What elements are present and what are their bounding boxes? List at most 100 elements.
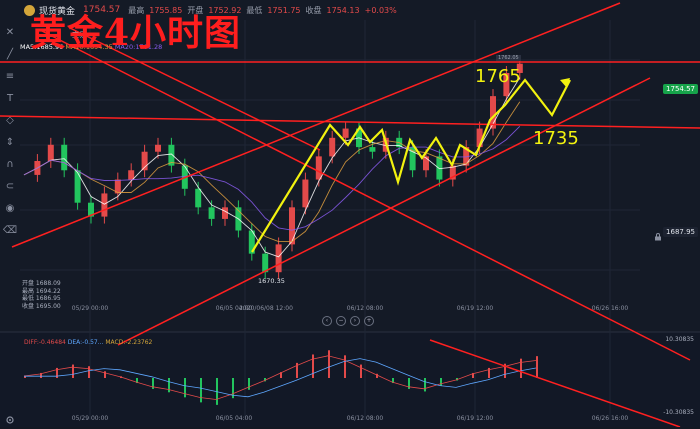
- fib-tool-icon[interactable]: ≡: [5, 71, 15, 82]
- lower-channel-line: [117, 77, 651, 346]
- reset-zoom-button[interactable]: −: [336, 316, 346, 326]
- macd-bar: [264, 378, 266, 382]
- candle-body: [47, 144, 54, 161]
- settings-icon[interactable]: [5, 410, 15, 424]
- macd-bar: [40, 372, 42, 378]
- macd-bar: [152, 378, 154, 389]
- macd-x-axis-label: 06/12 08:00: [347, 415, 384, 422]
- candle-body: [503, 72, 510, 97]
- macd-bar: [184, 378, 186, 398]
- macd-bar: [440, 378, 442, 386]
- candle-body: [208, 207, 215, 219]
- crosshair-tool-icon[interactable]: ✕: [5, 27, 15, 38]
- macd-bar: [56, 367, 58, 378]
- candle-body: [168, 144, 175, 166]
- shapes-tool-icon[interactable]: ◇: [6, 115, 14, 126]
- candle-body: [409, 147, 416, 171]
- macd-bar: [136, 378, 138, 384]
- open-label: 开盘: [187, 5, 204, 15]
- target-1765-label: 1765: [475, 66, 521, 87]
- candle-body: [155, 144, 161, 152]
- zoom-in-button[interactable]: +: [364, 316, 374, 326]
- x-axis-label: 06/12 08:00: [347, 305, 384, 312]
- open-value: 1752.92: [208, 5, 242, 15]
- ma5-line: [23, 77, 521, 258]
- candle-body: [302, 179, 309, 208]
- macd-bar: [472, 372, 474, 378]
- macd-bar: [504, 363, 506, 378]
- candle-body: [369, 147, 376, 152]
- symbol-name[interactable]: 现货黄金: [39, 6, 76, 17]
- candle-body: [128, 170, 135, 180]
- candle-body: [449, 165, 456, 180]
- ohlc-box: 开盘 1688.09 最高 1694.22 最低 1686.95 收盘 1695…: [22, 280, 61, 310]
- text-tool-icon[interactable]: T: [6, 93, 14, 104]
- ohlc-low: 最低 1686.95: [22, 295, 61, 302]
- magnet-tool-icon[interactable]: ∩: [6, 159, 14, 170]
- candle-body: [436, 156, 443, 180]
- last-price: 1754.57: [83, 5, 121, 15]
- candle-body: [315, 156, 322, 180]
- macd-bar: [232, 378, 234, 399]
- drawing-toolbar: ✕ ╱ ≡ T ◇ ⇕ ∩ ⊂ ◉ ⌫: [0, 22, 20, 242]
- macd-bar: [360, 364, 362, 378]
- ma5-label: MA5:1685.96: [20, 43, 64, 51]
- macd-diff-label: DIFF:-0.46484: [24, 339, 66, 346]
- ohlc-close: 收盘 1695.00: [22, 302, 61, 310]
- forecast-zigzag: [251, 78, 571, 253]
- candle-body: [195, 188, 202, 208]
- lock-tool-icon[interactable]: ⊂: [5, 181, 15, 192]
- ma20-line: [23, 125, 521, 231]
- ohlc-open: 开盘 1688.09: [22, 280, 61, 287]
- macd-bar: [168, 378, 170, 393]
- macd-bar: [312, 354, 314, 378]
- candle-body: [61, 144, 68, 171]
- macd-dea-line: [24, 358, 537, 398]
- macd-bar: [328, 350, 330, 378]
- low-value: 1751.75: [267, 5, 301, 15]
- macd-value-label: MACD:-2.23762: [105, 339, 153, 346]
- close-value: 1754.13: [326, 5, 360, 15]
- short-descending-line: [69, 27, 321, 151]
- x-axis-label: 06/26 16:00: [592, 305, 629, 312]
- candle-body: [248, 230, 255, 254]
- candle-body: [74, 170, 81, 203]
- candle-body: [490, 96, 496, 129]
- macd-x-axis-label: 05/29 00:00: [72, 415, 109, 422]
- forecast-arrow-head: [560, 78, 570, 88]
- macd-descending-line: [429, 339, 681, 427]
- candle-body: [463, 147, 470, 166]
- x-axis-label: 06/05 04:00: [216, 305, 253, 312]
- trade-button[interactable]: 交易: [72, 31, 86, 39]
- macd-axis-top: 10.30835: [665, 336, 694, 343]
- low-label: 最低: [246, 5, 263, 15]
- lock-scale-icon[interactable]: [654, 226, 662, 241]
- macd-bar: [88, 366, 90, 378]
- high-value: 1755.85: [149, 5, 183, 15]
- macd-bar: [520, 358, 522, 378]
- eye-tool-icon[interactable]: ◉: [5, 203, 15, 214]
- high-marker-tag: 1762.05: [496, 55, 521, 61]
- ma-legend: MA5:1685.96 MA10:1694.35 MA20:1701.28: [20, 43, 162, 51]
- candle-body: [114, 179, 121, 194]
- support-line-1735: [0, 115, 700, 129]
- trend-line-tool-icon[interactable]: ╱: [6, 49, 14, 60]
- candle-body: [262, 253, 269, 273]
- macd-bar: [536, 356, 538, 378]
- symbol-header: 现货黄金 1754.57 最高 1755.85 开盘 1752.92 最低 17…: [0, 0, 700, 20]
- next-page-button[interactable]: ›: [350, 316, 360, 326]
- macd-bar: [248, 378, 250, 390]
- trash-tool-icon[interactable]: ⌫: [2, 225, 18, 236]
- measure-tool-icon[interactable]: ⇕: [5, 137, 15, 148]
- support-1735-label: 1735: [533, 128, 579, 149]
- candle-body: [342, 128, 349, 138]
- macd-bar: [72, 364, 74, 378]
- candle-body: [101, 193, 108, 217]
- descending-line: [39, 29, 691, 361]
- change-percent: +0.03%: [364, 5, 397, 15]
- overlay-title: 黄金4小时图: [30, 12, 242, 54]
- prev-page-button[interactable]: ‹: [322, 316, 332, 326]
- low-price-mark: 1670.35: [258, 277, 285, 285]
